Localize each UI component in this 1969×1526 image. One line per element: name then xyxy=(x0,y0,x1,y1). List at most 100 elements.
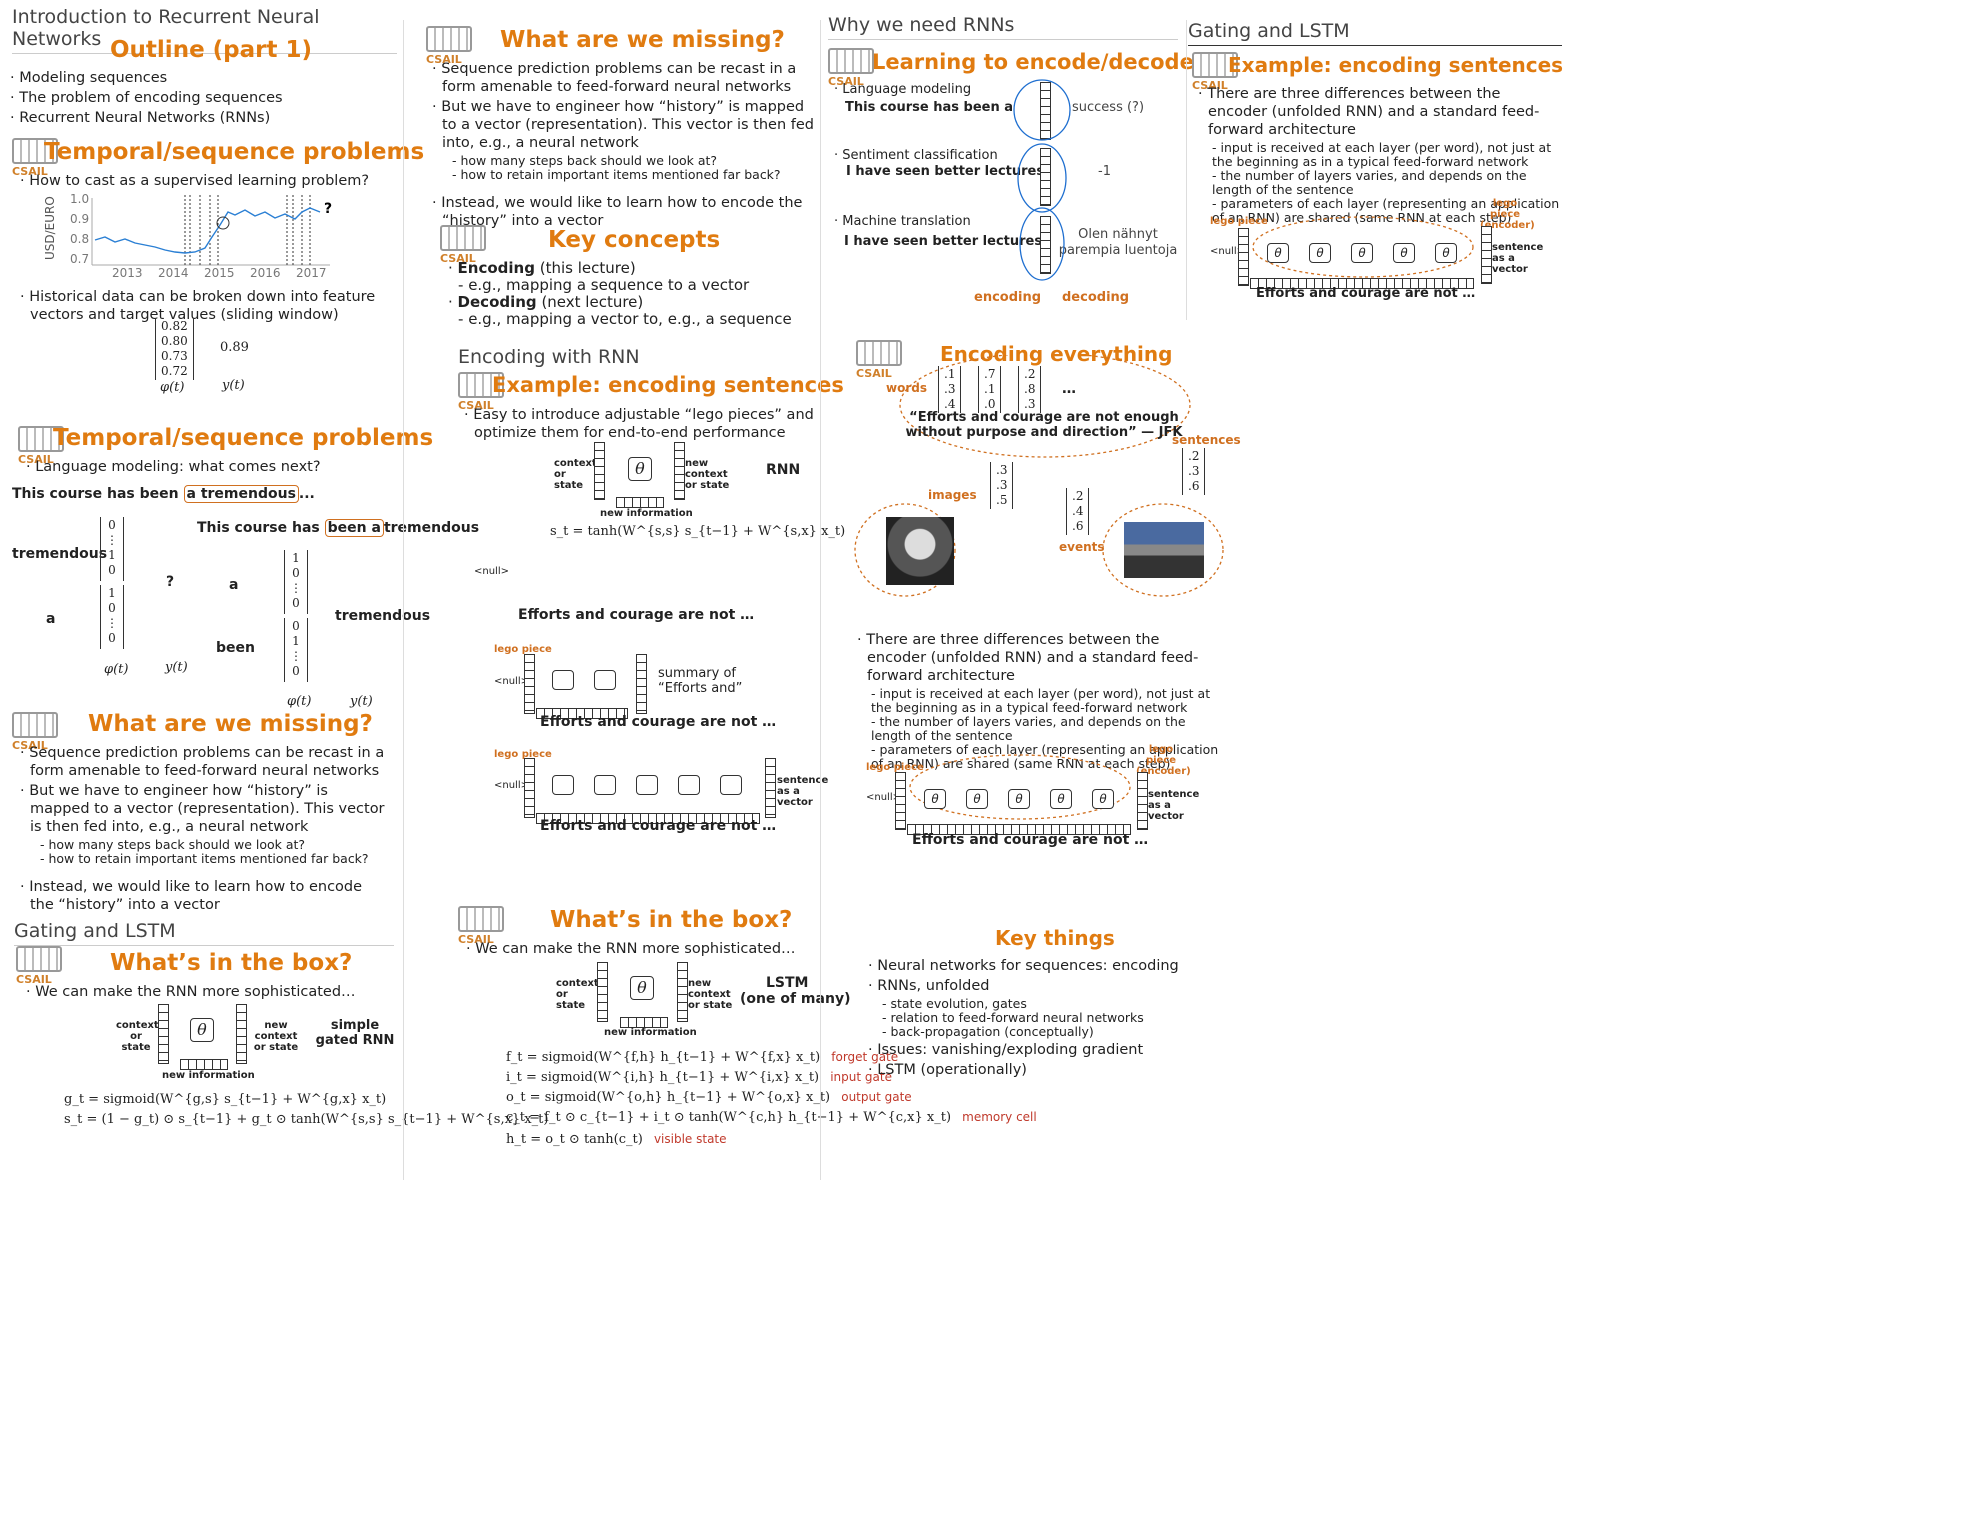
lego-encoder-label: lego piece (encoder) xyxy=(1136,744,1191,777)
theta-box: θ xyxy=(1008,789,1030,809)
encoder-decoder-loops xyxy=(1013,79,1071,281)
list-item: We can make the RNN more sophisticated… xyxy=(35,983,384,1001)
newcontext-label: new context or state xyxy=(688,978,733,1011)
xtick: 2014 xyxy=(158,266,189,280)
key-things-content: Neural networks for sequences: encodingR… xyxy=(866,957,1186,1081)
context-label: context or state xyxy=(554,458,597,491)
state-vector xyxy=(677,962,688,1022)
section-header-gating: Gating and LSTM xyxy=(14,920,394,946)
sentences-label: sentences xyxy=(1172,433,1241,447)
word-vector: .2.8.3 xyxy=(1018,366,1042,413)
feature-vector: 0.82 0.80 0.73 0.72 xyxy=(155,318,194,380)
state-vector xyxy=(524,758,535,818)
word-vector: .7.1.0 xyxy=(978,366,1002,413)
summary-label: summary of “Efforts and” xyxy=(658,666,743,696)
encoder-bubble xyxy=(909,754,1131,820)
y-label: y(t) xyxy=(165,660,188,675)
slide-title-example-2: Example: encoding sentences xyxy=(1228,53,1564,77)
null-label: <null> xyxy=(494,780,529,791)
rnn-box xyxy=(636,775,658,795)
xtick: 2017 xyxy=(296,266,327,280)
slide-title-temporal-1: Temporal/sequence problems xyxy=(44,139,425,165)
missing-content: Sequence prediction problems can be reca… xyxy=(18,744,388,916)
slide-title-everything: Encoding everything xyxy=(940,342,1173,366)
state-vector xyxy=(524,654,535,714)
sentence-vector: .2.3.6 xyxy=(1182,448,1206,495)
section-header-intro: Introduction to Recurrent Neural Network… xyxy=(12,6,397,54)
event-vector: .2.4.6 xyxy=(1066,488,1090,535)
input-vector xyxy=(180,1059,228,1070)
rnn-box xyxy=(552,775,574,795)
slide-title-outline: Outline (part 1) xyxy=(110,37,313,63)
key-concepts-content: · Encoding (this lecture) - e.g., mappin… xyxy=(448,259,792,328)
rnn-box xyxy=(552,670,574,690)
encoding-bubbles xyxy=(854,355,1224,597)
lm-sentence: This course has been a xyxy=(845,100,1014,115)
theta-box: θ xyxy=(1351,243,1373,263)
input-vector xyxy=(907,824,1131,835)
onehot-vector: 0 ⋮ 1 0 xyxy=(100,517,124,581)
theta-box: θ xyxy=(628,457,652,481)
list-item: Modeling sequences xyxy=(19,69,388,87)
ellipsis: … xyxy=(1062,381,1076,397)
list-item: We can make the RNN more sophisticated… xyxy=(475,940,824,958)
state-vector xyxy=(158,1004,169,1064)
usd-euro-chart: USD/EURO 1.0 0.9 0.8 0.7 ? 2013 2014 201… xyxy=(43,192,332,280)
rnn-box xyxy=(594,775,616,795)
lstm-equations: f_t = sigmoid(W^{f,h} h_{t−1} + W^{f,x} … xyxy=(506,1050,1037,1147)
y-label: y(t) xyxy=(350,694,373,709)
sentence-vector-label: sentence as a vector xyxy=(1492,242,1544,275)
input-vector xyxy=(536,708,628,719)
newinfo-label: new information xyxy=(600,508,693,519)
context-label: context or state xyxy=(556,978,599,1011)
section-header-encoding-rnn: Encoding with RNN xyxy=(458,346,640,368)
ytick: 0.8 xyxy=(70,232,89,246)
slide-title-box-2: What’s in the box? xyxy=(550,907,793,933)
onehot-vector: 0 1 ⋮ 0 xyxy=(284,618,308,682)
xtick: 2013 xyxy=(112,266,143,280)
state-vector xyxy=(674,442,685,500)
slide-title-missing-2: What are we missing? xyxy=(500,27,785,53)
slide-title-missing: What are we missing? xyxy=(88,711,373,737)
csail-logo: CSAIL xyxy=(856,340,902,379)
word-been: been xyxy=(216,640,255,656)
list-item: Language modeling: what comes next? xyxy=(35,458,384,476)
ytick: 1.0 xyxy=(70,192,89,206)
state-vector xyxy=(1137,772,1148,830)
state-vector xyxy=(895,772,906,830)
list-item: The problem of encoding sequences xyxy=(19,89,388,107)
lm-sentence-2: This course has been a tremendous xyxy=(197,519,480,537)
phi-label: φ(t) xyxy=(104,662,129,677)
chart-ylabel: USD/EURO xyxy=(43,196,57,260)
lm-output: success (?) xyxy=(1072,100,1145,115)
lego-encoder-label: lego piece (encoder) xyxy=(1480,198,1535,231)
lego-label: lego piece xyxy=(866,762,924,773)
lstm-label: LSTM xyxy=(766,975,809,991)
word-a-2: a xyxy=(229,577,239,593)
decoding-label: decoding xyxy=(1062,290,1130,305)
input-vector xyxy=(1250,278,1474,289)
ytick: 0.7 xyxy=(70,252,89,266)
theta-box: θ xyxy=(630,976,654,1000)
theta-box: θ xyxy=(1393,243,1415,263)
state-vector xyxy=(1481,226,1492,284)
input-vector xyxy=(620,1017,668,1028)
portrait-image xyxy=(886,517,954,585)
svg-text:?: ? xyxy=(324,201,332,217)
images-label: images xyxy=(928,488,977,502)
newcontext-label: new context or state xyxy=(685,458,730,491)
null-label: <null> xyxy=(474,566,509,577)
equation: g_t = sigmoid(W^{g,s} s_{t−1} + W^{g,x} … xyxy=(64,1092,387,1107)
theta-box: θ xyxy=(1267,243,1289,263)
word-tremendous: tremendous xyxy=(12,546,108,562)
lego-label: lego piece xyxy=(1210,216,1268,227)
encoding-vector xyxy=(1040,148,1051,206)
csail-logo: CSAIL xyxy=(16,946,62,985)
state-vector xyxy=(765,758,776,818)
theta-box: θ xyxy=(1050,789,1072,809)
sentence-words: Efforts and courage are not … xyxy=(518,607,755,623)
word-tremendous-2: tremendous xyxy=(335,608,431,624)
y-label: y(t) xyxy=(222,378,245,393)
theta-box: θ xyxy=(966,789,988,809)
state-vector xyxy=(636,654,647,714)
